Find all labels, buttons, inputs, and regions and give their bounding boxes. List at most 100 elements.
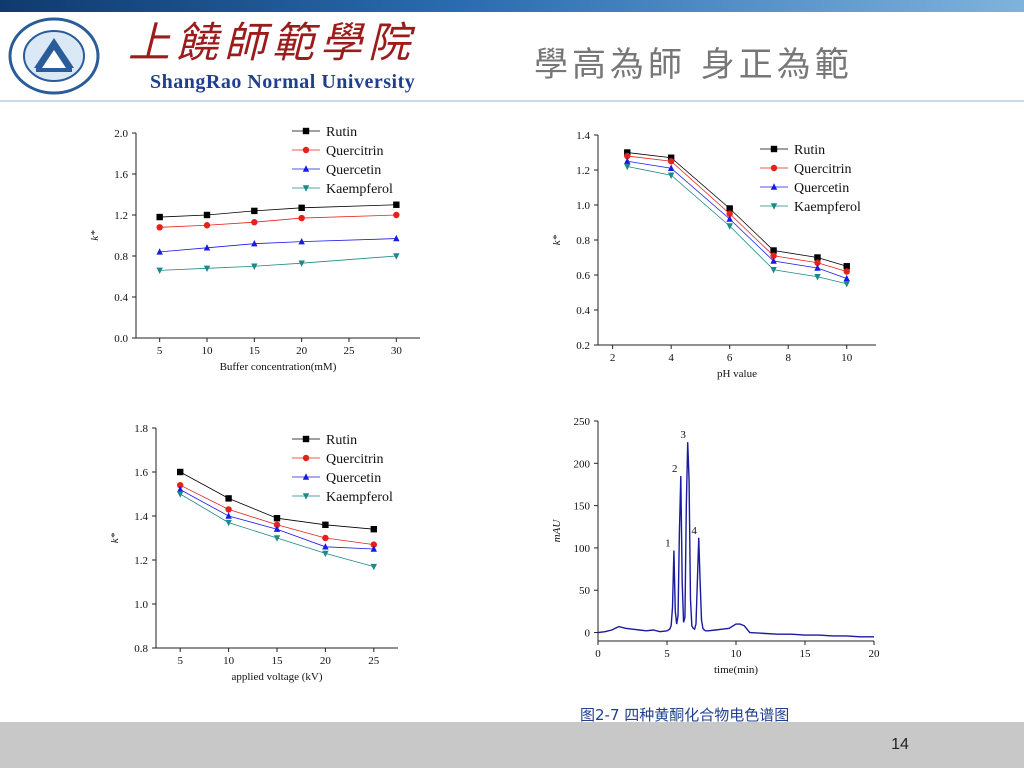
data-point-rutin	[726, 205, 733, 212]
y-tick-label: 1.4	[576, 130, 590, 142]
x-tick-label: 5	[664, 648, 670, 660]
data-point-rutin	[624, 149, 631, 156]
y-tick-label: 0	[585, 628, 591, 640]
peak-label: 3	[680, 429, 686, 441]
y-tick-label: 150	[574, 501, 591, 513]
data-point-rutin	[393, 201, 400, 208]
data-point-rutin	[251, 207, 258, 215]
legend-marker	[302, 435, 310, 443]
x-tick-label: 20	[296, 345, 308, 357]
legend-label: Rutin	[326, 433, 357, 448]
legend-label: Kaempferol	[326, 490, 393, 505]
data-point-quercitrin	[370, 541, 377, 548]
top-accent-bar	[0, 0, 1024, 12]
y-tick-label: 1.4	[134, 511, 148, 523]
x-tick-label: 8	[785, 352, 791, 364]
data-point-kaempferol	[225, 519, 232, 527]
legend-label: Quercetin	[326, 163, 381, 178]
data-point-quercitrin	[667, 158, 675, 165]
data-point-quercetin	[298, 237, 305, 245]
y-tick-label: 1.2	[134, 555, 148, 567]
x-tick-label: 4	[668, 352, 674, 364]
data-point-quercetin	[667, 164, 675, 171]
data-point-quercetin	[251, 240, 258, 247]
peak-label: 1	[665, 537, 671, 549]
university-name-chinese: 上饒師範學院	[128, 18, 417, 67]
data-point-rutin	[843, 263, 850, 270]
chart-ph-value-svg: 2 4 6 8 10 0.2 0.4 0.6 0.8 1.0 1.2 1.4 pH value k* Rut…	[551, 130, 876, 380]
legend-marker	[770, 145, 778, 153]
header-divider	[0, 100, 1024, 102]
page-number: 14	[891, 736, 909, 753]
data-point-quercetin	[370, 545, 377, 552]
y-tick-label: 0.8	[114, 251, 128, 263]
data-point-rutin	[203, 211, 211, 219]
data-point-rutin	[156, 213, 163, 221]
x-axis-label: Buffer concentration(mM)	[220, 361, 337, 373]
data-point-quercitrin	[273, 521, 281, 528]
legend-marker	[770, 203, 778, 210]
footer-bar	[0, 722, 1024, 768]
x-axis-label: time(min)	[714, 664, 758, 676]
series-line-kaempferol	[627, 166, 847, 285]
data-point-quercitrin	[322, 534, 329, 542]
legend-marker	[302, 185, 310, 192]
legend-label: Rutin	[794, 143, 825, 158]
data-point-kaempferol	[203, 265, 211, 272]
y-tick-label: 250	[574, 416, 591, 428]
peak-label: 4	[691, 525, 697, 537]
data-point-kaempferol	[298, 260, 305, 267]
figure-caption: 图2-7 四种黄酮化合物电色谱图	[580, 706, 790, 724]
data-point-quercetin	[177, 485, 184, 493]
data-point-quercetin	[814, 264, 821, 271]
legend-marker	[302, 493, 310, 500]
data-point-kaempferol	[273, 535, 281, 542]
data-point-rutin	[370, 526, 377, 533]
x-tick-label: 15	[272, 655, 284, 667]
data-point-quercitrin	[726, 210, 733, 217]
data-point-rutin	[177, 468, 184, 476]
data-point-kaempferol	[370, 563, 377, 571]
data-point-quercetin	[203, 244, 211, 251]
y-tick-label: 1.0	[134, 599, 148, 611]
data-point-quercitrin	[843, 268, 850, 275]
data-point-quercetin	[322, 543, 329, 550]
x-tick-label: 5	[157, 345, 163, 357]
y-tick-label: 1.6	[134, 467, 148, 479]
chart-applied-voltage: 5 10 15 20 25 0.8 1.0 1.2 1.4 1.6 1.8 applied volta…	[92, 392, 418, 696]
y-tick-label: 0.6	[576, 270, 590, 282]
y-tick-label: 100	[574, 543, 591, 555]
university-name-english: ShangRao Normal University	[150, 71, 416, 93]
data-point-kaempferol	[814, 274, 821, 281]
data-point-quercitrin	[203, 222, 211, 229]
y-axis-label: mAU	[551, 519, 563, 543]
x-axis-label: pH value	[717, 368, 757, 380]
data-point-kaempferol	[667, 172, 675, 179]
data-point-quercetin	[225, 512, 232, 519]
y-tick-label: 1.8	[134, 423, 148, 435]
data-point-kaempferol	[322, 550, 329, 558]
y-tick-label: 0.4	[576, 305, 590, 317]
data-point-rutin	[667, 154, 675, 161]
x-tick-label: 10	[202, 345, 214, 357]
legend-label: Quercitrin	[326, 144, 384, 159]
data-point-kaempferol	[393, 253, 400, 260]
y-axis-label: k*	[89, 230, 101, 241]
y-tick-label: 0.4	[114, 292, 128, 304]
x-tick-label: 30	[391, 345, 403, 357]
x-tick-label: 20	[869, 648, 881, 660]
legend-marker	[302, 473, 310, 480]
legend-label: Quercetin	[326, 471, 381, 486]
x-tick-label: 2	[610, 352, 616, 364]
chart-applied-voltage-svg: 5 10 15 20 25 0.8 1.0 1.2 1.4 1.6 1.8 applied volta…	[109, 423, 398, 683]
data-point-quercitrin	[814, 259, 821, 266]
data-point-kaempferol	[156, 267, 163, 275]
data-point-quercetin	[156, 248, 163, 255]
x-tick-label: 20	[320, 655, 332, 667]
data-point-quercetin	[770, 257, 777, 264]
y-tick-label: 1.6	[114, 169, 128, 181]
data-point-quercitrin	[393, 211, 400, 219]
chart-buffer-concentration: 5 10 15 20 25 30 0.0 0.4 0.8 1.2 1.6 2.0 Buffer conc…	[60, 105, 478, 385]
data-point-kaempferol	[251, 263, 258, 270]
